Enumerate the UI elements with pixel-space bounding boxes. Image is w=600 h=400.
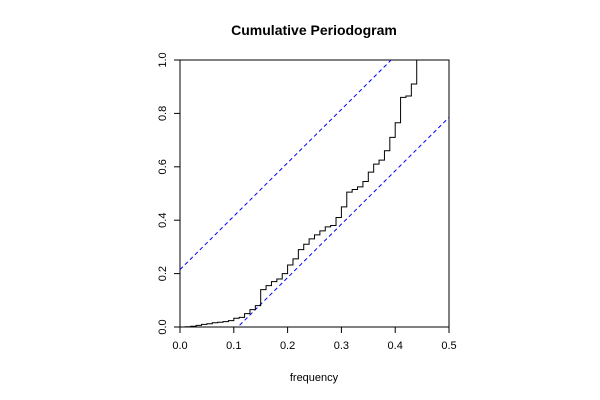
x-axis-title: frequency [290, 372, 339, 384]
lower-confidence-line [237, 117, 449, 327]
plot-area: 0.0 0.1 0.2 0.3 0.4 0.5 0.0 0.2 0.4 0.6 0.8 1.0 [157, 52, 457, 352]
x-tick-label: 0.1 [226, 340, 241, 352]
x-tick-label: 0.3 [334, 340, 349, 352]
chart-title: Cumulative Periodogram [231, 22, 397, 38]
x-tick-label: 0.2 [280, 340, 295, 352]
y-tick-label: 1.0 [157, 52, 169, 67]
plot-frame [179, 59, 450, 328]
y-tick-label: 0.0 [157, 319, 169, 334]
upper-confidence-line [180, 60, 392, 270]
cumulative-periodogram-step-line [180, 60, 439, 327]
y-tick-label: 0.2 [157, 266, 169, 281]
x-tick-label: 0.5 [441, 340, 456, 352]
y-tick-label: 0.8 [157, 106, 169, 121]
x-tick-label: 0.0 [172, 340, 187, 352]
y-tick-label: 0.6 [157, 159, 169, 174]
x-tick-label: 0.4 [388, 340, 403, 352]
y-tick-label: 0.4 [157, 213, 169, 228]
